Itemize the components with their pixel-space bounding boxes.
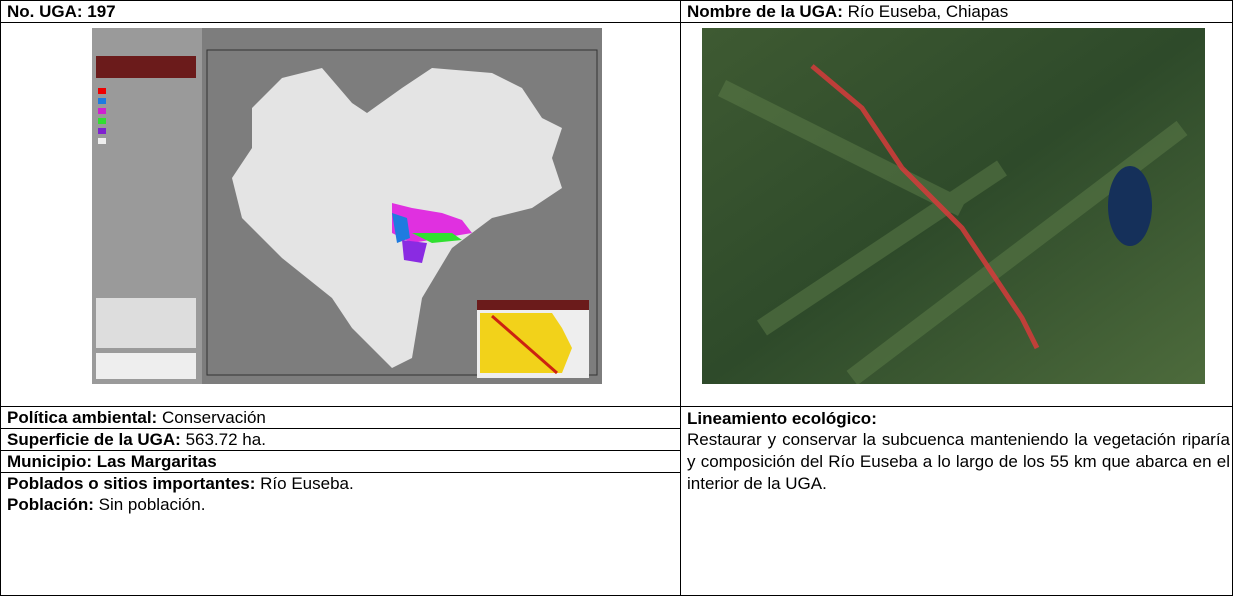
lineamiento-label: Lineamiento ecológico:: [687, 407, 1230, 429]
lineamiento-text: Restaurar y conservar la subcuenca mante…: [687, 430, 1230, 493]
satellite-image: [702, 28, 1205, 384]
field-label: Política ambiental:: [7, 408, 158, 427]
poblacion-line: Población: Sin población.: [7, 494, 674, 515]
uga-number-cell: No. UGA: 197: [0, 0, 681, 23]
field-label: Superficie de la UGA:: [7, 430, 181, 449]
uga-name: Río Euseba, Chiapas: [847, 2, 1009, 21]
field-label: Municipio: Las Margaritas: [7, 452, 217, 471]
field-label: Lineamiento ecológico:: [687, 409, 877, 428]
field-value: 563.72 ha.: [185, 430, 266, 449]
poblados-cell: Poblados o sitios importantes: Río Euseb…: [0, 472, 681, 596]
superficie-cell: Superficie de la UGA: 563.72 ha.: [0, 428, 681, 451]
municipio-cell: Municipio: Las Margaritas: [0, 450, 681, 473]
field-value: Río Euseba.: [260, 474, 354, 493]
uga-name-label: Nombre de la UGA:: [687, 2, 843, 21]
poblados-line: Poblados o sitios importantes: Río Euseb…: [7, 473, 674, 494]
uga-number: No. UGA: 197: [7, 2, 116, 21]
field-value: Conservación: [161, 408, 266, 427]
field-label: Población:: [7, 495, 94, 514]
map-image: [92, 28, 602, 384]
lineamiento-cell: Lineamiento ecológico: Restaurar y conse…: [680, 406, 1233, 596]
politica-cell: Política ambiental: Conservación: [0, 406, 681, 429]
field-value: Sin población.: [98, 495, 206, 514]
field-label: Poblados o sitios importantes:: [7, 474, 256, 493]
uga-name-cell: Nombre de la UGA: Río Euseba, Chiapas: [680, 0, 1233, 23]
